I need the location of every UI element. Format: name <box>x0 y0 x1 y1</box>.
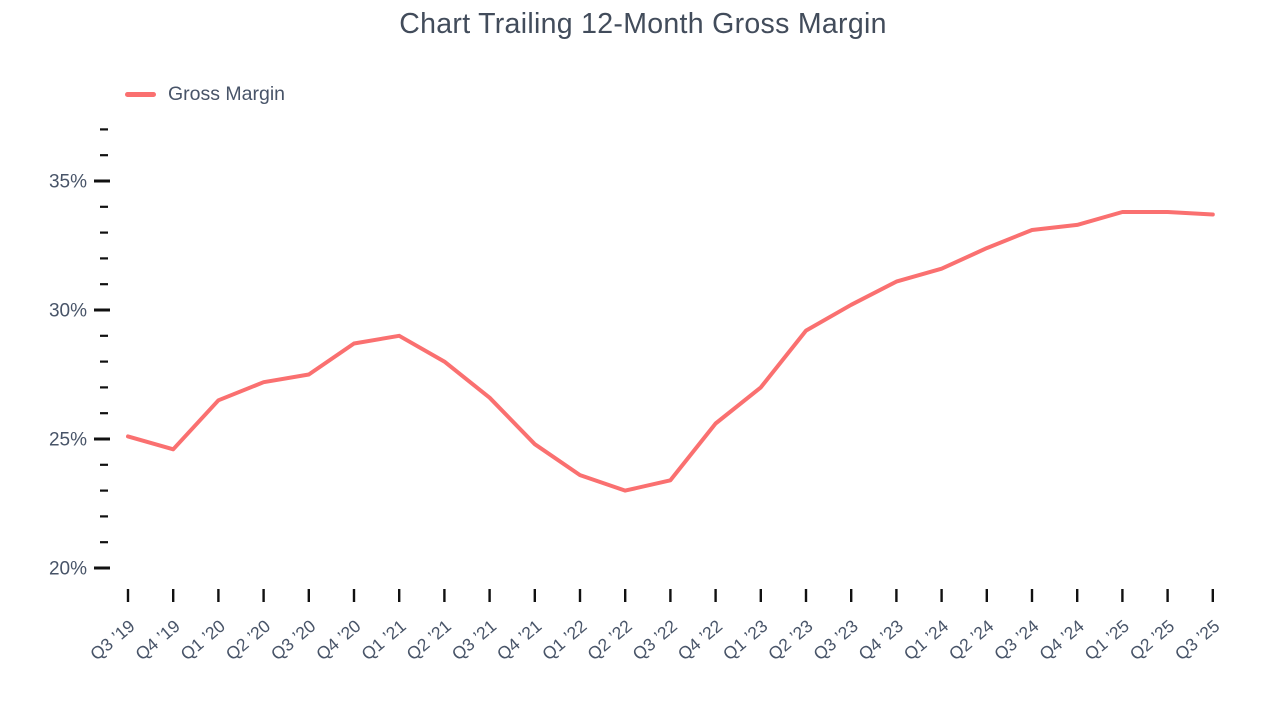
x-tick-label: Q1 ’22 <box>538 616 590 664</box>
x-tick-label: Q4 ’20 <box>312 616 365 665</box>
y-tick-label: 20% <box>49 559 87 580</box>
x-tick-label: Q4 ’19 <box>131 616 183 664</box>
x-tick-label: Q4 ’23 <box>855 616 907 664</box>
x-tick-label: Q3 ’21 <box>448 616 500 664</box>
x-tick-label: Q2 ’25 <box>1126 616 1178 664</box>
x-tick-label: Q2 ’21 <box>403 616 455 664</box>
legend: Gross Margin <box>125 83 285 106</box>
y-tick-label: 30% <box>49 301 87 322</box>
x-tick-label: Q3 ’24 <box>990 616 1043 665</box>
x-tick-label: Q1 ’23 <box>719 616 771 664</box>
x-tick-label: Q2 ’20 <box>222 616 275 665</box>
legend-label: Gross Margin <box>168 83 286 105</box>
x-tick-label: Q2 ’24 <box>945 616 998 665</box>
legend-line-swatch <box>125 92 156 97</box>
x-tick-label: Q1 ’21 <box>357 616 409 664</box>
y-tick-label: 35% <box>49 172 87 193</box>
x-tick-label: Q3 ’19 <box>86 616 138 664</box>
chart-title: Chart Trailing 12-Month Gross Margin <box>399 8 887 40</box>
x-tick-label: Q1 ’24 <box>900 616 953 665</box>
x-tick-label: Q4 ’24 <box>1035 616 1088 665</box>
x-tick-label: Q1 ’20 <box>177 616 230 665</box>
x-tick-label: Q3 ’20 <box>267 616 320 665</box>
x-tick-label: Q2 ’22 <box>583 616 635 664</box>
x-tick-label: Q3 ’23 <box>809 616 861 664</box>
x-tick-label: Q3 ’25 <box>1171 616 1223 664</box>
x-tick-label: Q3 ’22 <box>629 616 681 664</box>
y-tick-label: 25% <box>49 430 87 451</box>
x-tick-label: Q4 ’22 <box>674 616 726 664</box>
x-tick-label: Q1 ’25 <box>1081 616 1133 664</box>
gross-margin-line <box>126 210 1215 493</box>
x-tick-label: Q4 ’21 <box>493 616 545 664</box>
x-tick-label: Q2 ’23 <box>764 616 816 664</box>
